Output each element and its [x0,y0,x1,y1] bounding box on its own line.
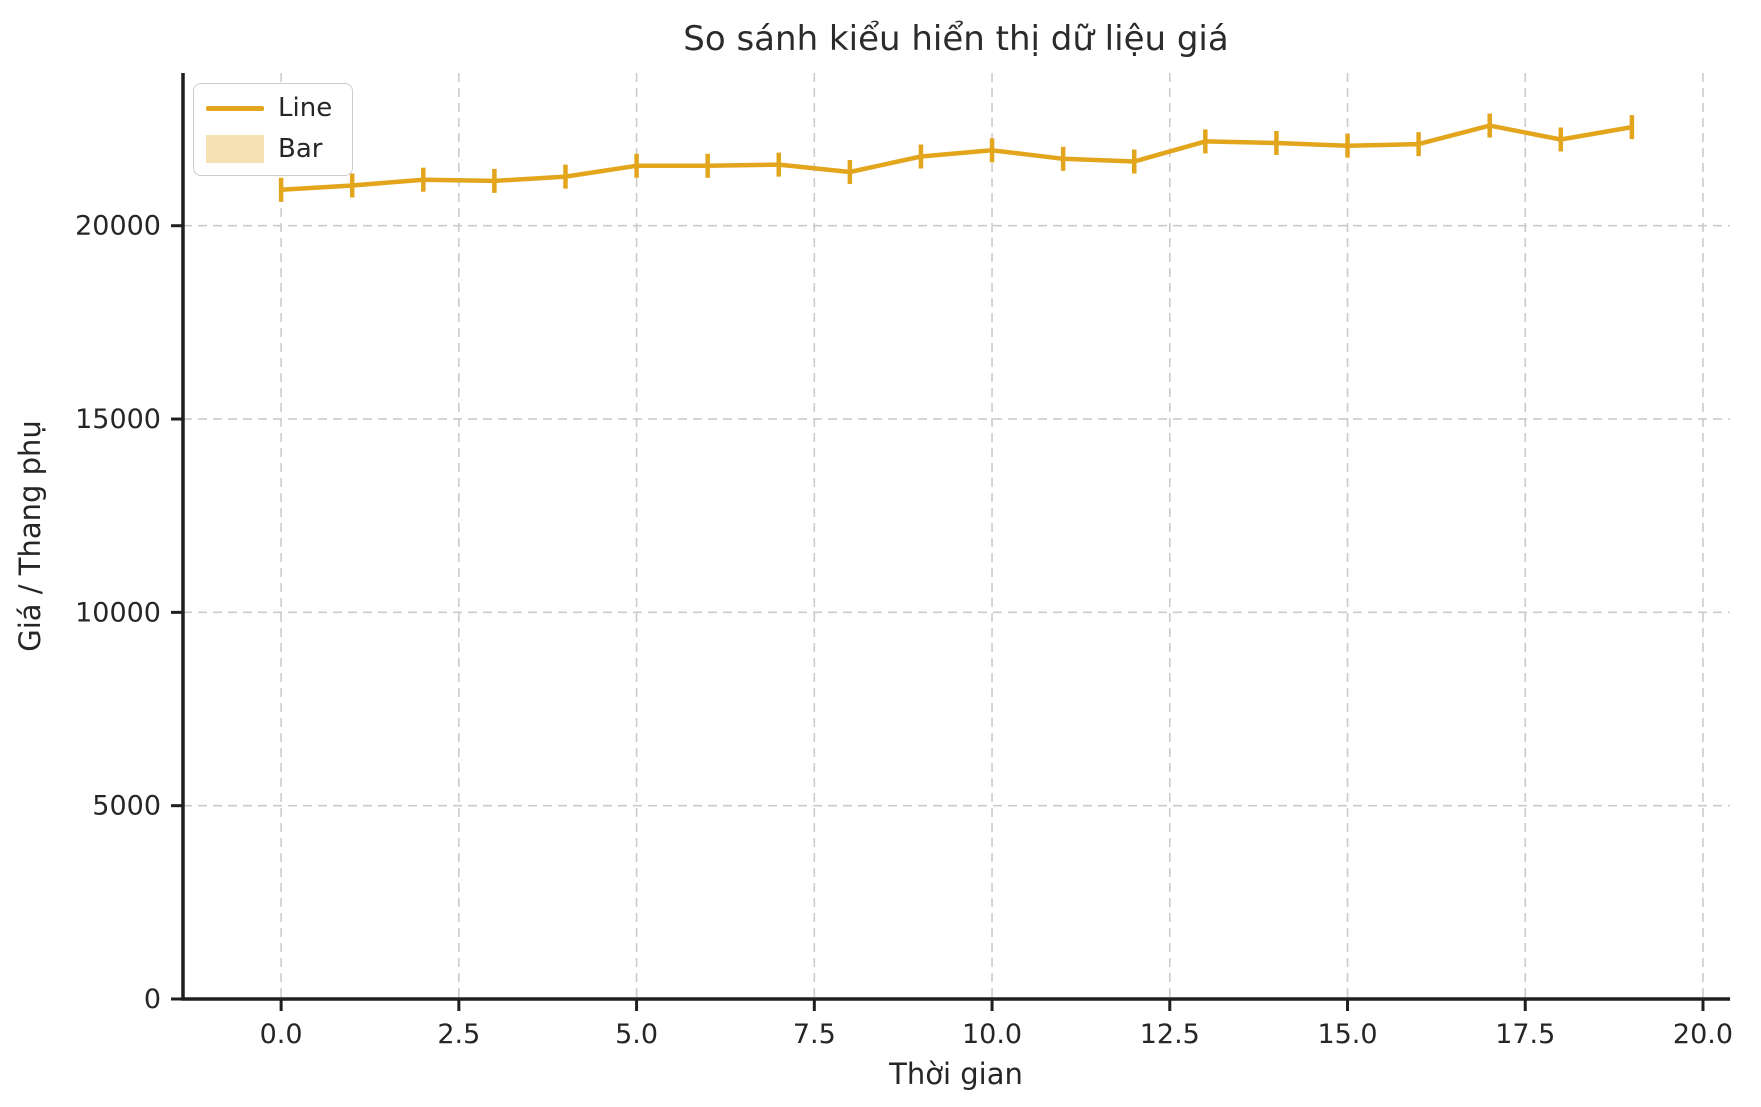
x-tick-label: 7.5 [793,1019,836,1050]
y-tick-label: 20000 [75,211,161,242]
x-tick-label: 17.5 [1495,1019,1555,1050]
legend-label-line: Line [278,93,333,123]
x-axis-label: Thời gian [888,1057,1023,1091]
x-tick-label: 2.5 [437,1019,480,1050]
legend-item-bar: Bar [206,133,338,164]
x-tick-label: 10.0 [962,1019,1022,1050]
x-tick-label: 12.5 [1140,1019,1200,1050]
data-layer [278,113,1635,202]
x-tick-label: 20.0 [1673,1019,1733,1050]
legend: Line Bar [193,83,353,177]
x-tick-label: 15.0 [1317,1019,1377,1050]
grid-layer [183,73,1730,999]
y-tick-label: 10000 [75,597,161,628]
chart-title: So sánh kiểu hiển thị dữ liệu giá [683,19,1228,59]
price-line [278,123,1635,193]
bar-series-swatch-icon [206,134,264,163]
y-tick-label: 15000 [75,404,161,435]
tick-label-layer: 0.0 2.5 5.0 7.5 10.0 12.5 15.0 17.5 20.0 0 5000 100… [75,211,1733,1050]
legend-label-bar: Bar [278,133,323,164]
y-tick-label: 5000 [92,791,161,822]
x-tick-label: 5.0 [615,1019,658,1050]
legend-item-line: Line [206,94,338,123]
x-tick-label: 0.0 [260,1019,303,1050]
axis-layer [171,73,1730,1011]
y-axis-label: Giá / Thang phụ [13,420,47,652]
y-tick-label: 0 [144,984,161,1015]
line-series-swatch-icon [206,105,264,111]
